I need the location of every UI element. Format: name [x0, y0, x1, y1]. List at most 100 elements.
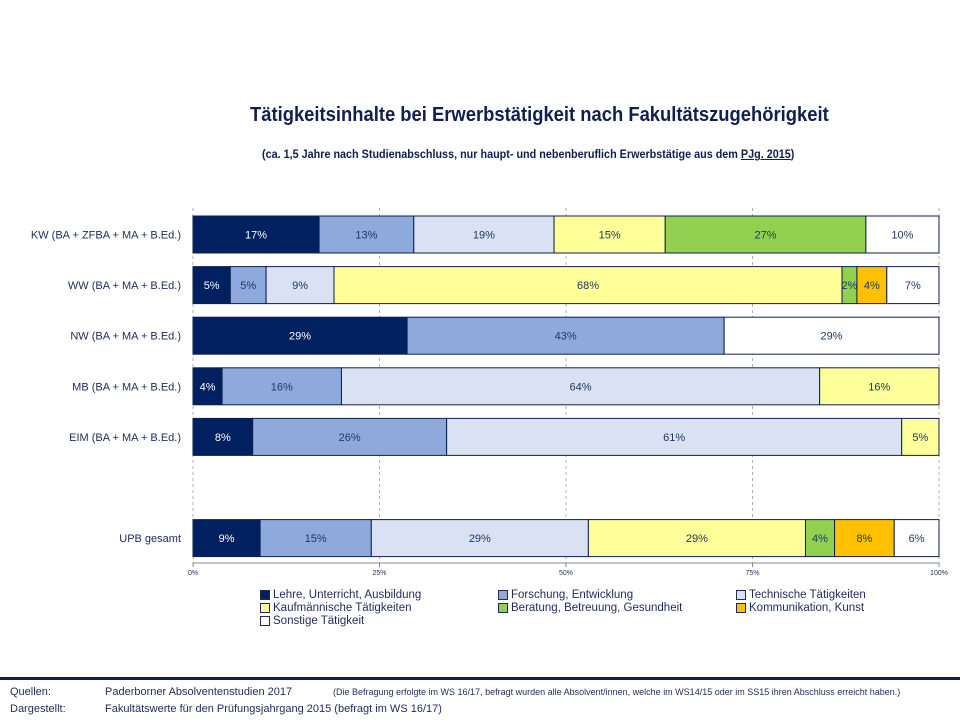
data-label: 15% — [599, 230, 621, 242]
category-label: EIM (BA + MA + B.Ed.) — [69, 432, 181, 444]
bar-segment — [901, 417, 940, 456]
data-label: 29% — [289, 331, 311, 343]
data-label: 5% — [204, 280, 220, 292]
legend-label: Sonstige Tätigkeit — [273, 615, 365, 627]
data-label: 29% — [821, 331, 843, 343]
x-tick-label: 50% — [559, 570, 573, 577]
data-label: 5% — [240, 280, 256, 292]
bar-segment — [819, 367, 940, 406]
legend-swatch — [498, 590, 508, 600]
data-label: 5% — [912, 432, 928, 444]
bar-segment — [192, 266, 231, 305]
legend-label: Beratung, Betreuung, Gesundheit — [511, 602, 683, 614]
data-label: 64% — [570, 381, 592, 393]
data-label: 29% — [469, 533, 491, 545]
data-label: 7% — [905, 280, 921, 292]
data-label: 13% — [355, 230, 377, 242]
legend-item: Lehre, Unterricht, Ausbildung — [260, 589, 498, 601]
data-label: 43% — [555, 331, 577, 343]
bar-segment — [893, 519, 940, 558]
legend: Lehre, Unterricht, Ausbildung Forschung, … — [260, 589, 940, 627]
data-label: 16% — [271, 381, 293, 393]
data-label: 10% — [891, 230, 913, 242]
data-label: 61% — [663, 432, 685, 444]
bar-segment — [192, 316, 408, 355]
subtitle-link: PJg. 2015 — [740, 147, 791, 161]
legend-swatch — [260, 590, 270, 600]
x-tick-label: 25% — [372, 570, 386, 577]
data-label: 4% — [864, 280, 880, 292]
data-label: 4% — [812, 533, 828, 545]
legend-label: Kommunikation, Kunst — [749, 602, 865, 614]
legend-label: Forschung, Entwicklung — [511, 589, 634, 601]
legend-item: Kaufmännische Tätigkeiten — [260, 602, 498, 614]
data-label: 27% — [755, 230, 777, 242]
x-tick-label: 75% — [745, 570, 759, 577]
bar-segment — [370, 519, 589, 558]
data-label: 4% — [200, 381, 216, 393]
data-label: 6% — [909, 533, 925, 545]
subtitle-end: ) — [790, 147, 795, 161]
legend-swatch — [260, 603, 270, 613]
x-tick-label: 0% — [188, 570, 198, 577]
data-label: 8% — [856, 533, 872, 545]
sources-label: Quellen: — [10, 686, 51, 698]
category-label: KW (BA + ZFBA + MA + B.Ed.) — [31, 230, 181, 242]
legend-label: Technische Tätigkeiten — [749, 589, 866, 601]
data-label: 26% — [339, 432, 361, 444]
legend-label: Lehre, Unterricht, Ausbildung — [273, 589, 422, 601]
shown-value: Fakultätswerte für den Prüfungsjahrgang … — [105, 703, 442, 715]
bar-segment — [804, 519, 836, 558]
legend-item: Sonstige Tätigkeit — [260, 615, 498, 627]
data-label: 2% — [842, 280, 858, 292]
bar-segment — [587, 519, 806, 558]
data-label: 8% — [215, 432, 231, 444]
legend-swatch — [736, 590, 746, 600]
legend-label: Kaufmännische Tätigkeiten — [273, 602, 412, 614]
bar-segment — [318, 215, 415, 254]
category-label: WW (BA + MA + B.Ed.) — [68, 280, 181, 292]
legend-swatch — [498, 603, 508, 613]
bar-segment — [553, 215, 666, 254]
footer-divider — [0, 677, 960, 680]
legend-swatch — [260, 616, 270, 626]
legend-item: Technische Tätigkeiten — [736, 589, 936, 601]
bar-segment — [192, 367, 223, 406]
sources-value: Paderborner Absolventenstudien 2017 — [105, 686, 293, 698]
bar-segment — [340, 367, 821, 406]
bar-segment — [856, 266, 888, 305]
chart-subtitle: (ca. 1,5 Jahre nach Studienabschluss, nu… — [262, 147, 794, 161]
legend-swatch — [736, 603, 746, 613]
bar-segment — [664, 215, 867, 254]
bar-segment — [723, 316, 940, 355]
shown-label: Dargestellt: — [10, 703, 66, 715]
bar-segment — [446, 417, 903, 456]
bar-segment — [265, 266, 335, 305]
stacked-bar-chart: 0% 25% 50% 75% 100% KW (BA + ZFBA + MA + B.Ed… — [31, 208, 948, 577]
bar-segment — [252, 417, 448, 456]
bar-segment — [192, 417, 254, 456]
sources-note: (Die Befragung erfolgte im WS 16/17, bef… — [333, 687, 901, 697]
bar-segment — [886, 266, 940, 305]
data-label: 15% — [305, 533, 327, 545]
bar-segment — [865, 215, 940, 254]
data-label: 29% — [686, 533, 708, 545]
category-label: UPB gesamt — [119, 533, 181, 545]
bar-segment — [413, 215, 555, 254]
data-label: 16% — [868, 381, 890, 393]
chart-title: Tätigkeitsinhalte bei Erwerbstätigkeit n… — [250, 104, 829, 126]
data-label: 9% — [219, 533, 235, 545]
subtitle-text: (ca. 1,5 Jahre nach Studienabschluss, nu… — [262, 147, 741, 161]
bar-segment — [406, 316, 725, 355]
data-label: 68% — [577, 280, 599, 292]
legend-item: Kommunikation, Kunst — [736, 602, 936, 614]
bar-segment — [333, 266, 843, 305]
category-label: NW (BA + MA + B.Ed.) — [70, 331, 181, 343]
category-label: MB (BA + MA + B.Ed.) — [72, 381, 181, 393]
data-label: 19% — [473, 230, 495, 242]
data-label: 17% — [245, 230, 267, 242]
x-tick-label: 100% — [930, 570, 948, 577]
legend-item: Forschung, Entwicklung — [498, 589, 736, 601]
legend-item: Beratung, Betreuung, Gesundheit — [498, 602, 736, 614]
data-label: 9% — [292, 280, 308, 292]
